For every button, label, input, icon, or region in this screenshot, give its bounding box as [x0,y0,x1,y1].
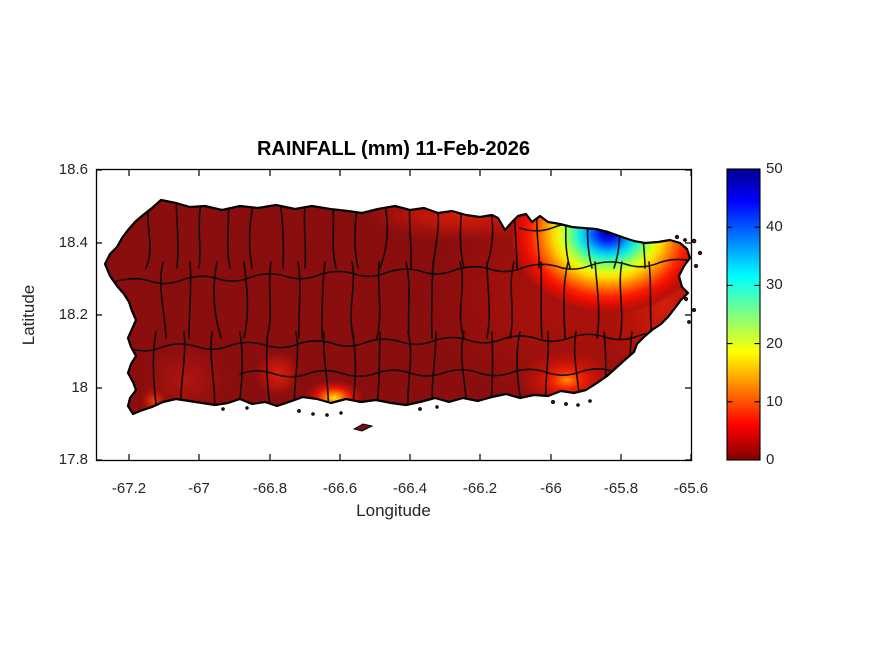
colorbar-tick-label: 40 [766,218,783,235]
offshore-islets [221,234,703,432]
y-tick-label: 18 [71,379,88,396]
colorbar-tick-label: 10 [766,393,783,410]
x-tick-label: -65.6 [673,480,709,497]
colorbar-tick-label: 30 [766,276,783,293]
colorbar-tick-label: 0 [766,451,775,468]
colorbar-tick-marks [727,168,760,461]
x-tick-label: -65.8 [603,480,639,497]
y-tick-label: 18.2 [58,306,88,323]
municipality-boundaries [114,200,690,414]
colorbar [726,168,761,461]
x-tick-label: -66 [540,480,562,497]
x-tick-label: -66.4 [392,480,428,497]
x-tick-label: -67 [188,480,210,497]
x-axis-label: Longitude [356,501,431,520]
x-tick-label: -66.8 [252,480,288,497]
colorbar-gradient [726,168,761,461]
y-tick-label: 17.8 [58,451,88,468]
axis-tick-marks [96,169,692,461]
y-tick-label: 18.6 [58,161,88,178]
northeast-rainfall-hotspot [105,200,690,414]
plot-title: RAINFALL (mm) 11-Feb-2026 [256,138,531,160]
x-tick-label: -66.2 [462,480,498,497]
rainfall-field [105,200,690,414]
x-tick-label: -66.6 [322,480,358,497]
y-tick-label: 18.4 [58,234,88,251]
colorbar-tick-label: 50 [766,160,783,177]
colorbar-tick-label: 20 [766,335,783,352]
x-tick-label: -67.2 [111,480,147,497]
